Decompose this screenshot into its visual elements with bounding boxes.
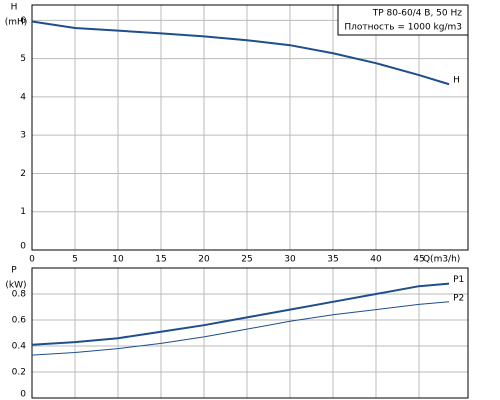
y-tick-label: 0: [20, 390, 26, 400]
x-tick-label: 25: [241, 255, 252, 265]
y-axis-unit: (kW): [5, 281, 26, 291]
series-label: P2: [453, 293, 464, 303]
y-axis-unit: (mH): [5, 18, 28, 28]
x-tick-label: 0: [29, 255, 35, 265]
x-tick-label: 30: [284, 255, 296, 265]
y-axis-label: P: [11, 266, 17, 276]
y-tick-label: 6: [20, 16, 26, 26]
series-label: P1: [453, 275, 464, 285]
y-tick-label: 2: [20, 169, 26, 179]
y-tick-label: 0.8: [12, 290, 27, 300]
curve: [31, 282, 450, 346]
y-axis-label: H: [11, 3, 18, 13]
plot-area: [31, 4, 469, 251]
y-tick-label: 0.6: [12, 316, 27, 326]
x-axis-label: Q(m3/h): [423, 255, 460, 265]
y-tick-label: 1: [20, 207, 26, 217]
plot-area: [31, 267, 469, 399]
x-tick-label: 40: [370, 255, 382, 265]
legend-text: TP 80-60/4 B, 50 Hz: [372, 9, 463, 19]
y-tick-label: 0: [20, 242, 26, 252]
y-tick-label: 0.4: [12, 342, 27, 352]
curve: [31, 20, 450, 86]
plot-frame: [31, 267, 469, 399]
curve: [31, 301, 450, 356]
x-tick-label: 5: [72, 255, 78, 265]
x-tick-label: 35: [327, 255, 338, 265]
y-tick-label: 0.2: [12, 368, 26, 378]
legend-text: Плотность = 1000 kg/m3: [344, 23, 462, 33]
y-tick-label: 4: [20, 92, 26, 102]
x-tick-label: 45: [413, 255, 424, 265]
x-tick-label: 20: [198, 255, 210, 265]
legend-box: [337, 4, 469, 36]
plot-frame: [31, 4, 469, 251]
x-tick-label: 15: [155, 255, 166, 265]
series-label: H: [453, 76, 460, 86]
x-tick-label: 10: [112, 255, 124, 265]
y-tick-label: 5: [20, 54, 26, 64]
y-tick-label: 3: [20, 131, 26, 141]
